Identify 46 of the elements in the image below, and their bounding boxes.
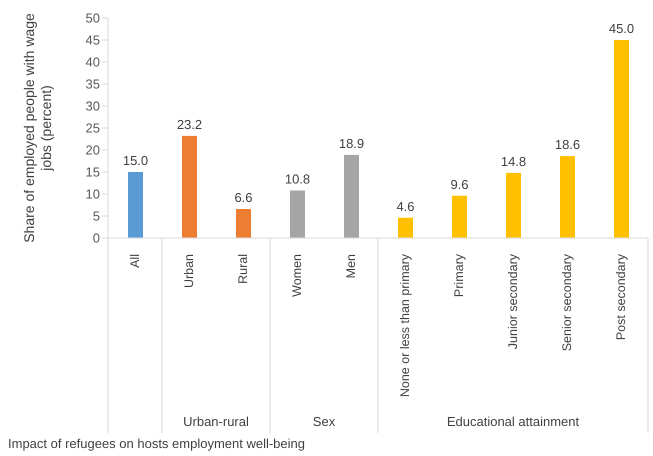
data-label: 6.6 [234, 190, 253, 205]
y-tick-label: 5 [92, 208, 100, 224]
data-label: 4.6 [396, 198, 415, 214]
y-tick-label: 45 [86, 32, 100, 48]
y-tick-label: 40 [86, 54, 100, 70]
text: Urban-rural [183, 414, 249, 429]
x-tick-label: Senior secondary [560, 253, 574, 352]
y-tick-label: 50 [86, 10, 100, 26]
y-axis-title: Share of employed people with wage jobs (percent) [21, 12, 54, 243]
y-tick-label: 0 [92, 230, 100, 246]
y-tick-label: 35 [86, 76, 100, 92]
data-label: 18.9 [338, 136, 364, 151]
bar [560, 156, 575, 238]
x-tick-label: All [128, 254, 142, 268]
x-tick-label: Men [344, 254, 358, 278]
bar [506, 172, 521, 238]
y-tick-label: 20 [86, 142, 100, 158]
text: Educational attainment [446, 414, 580, 429]
data-label: 9.6 [450, 176, 469, 192]
bar [452, 196, 467, 238]
y-tick-label: 15 [86, 164, 100, 180]
data-label: 10.8 [284, 171, 310, 186]
text: Sex [312, 414, 336, 429]
x-tick-label: Rural [236, 254, 250, 284]
data-label: 14.8 [500, 154, 526, 169]
x-tick-label: Post secondary [614, 253, 628, 340]
x-tick-label: Women [290, 254, 304, 297]
bar [398, 218, 413, 238]
bar [236, 208, 251, 238]
x-tick-label: Urban [182, 254, 196, 288]
y-tick-label: 10 [86, 186, 100, 202]
y-tick-label: 30 [86, 98, 100, 114]
bar [614, 40, 629, 238]
data-label: 45.0 [608, 21, 634, 36]
data-label: 15.0 [122, 153, 148, 168]
text: Impact of refugees on hosts employment well-being [8, 436, 305, 451]
x-tick-label: None or less than primary [398, 253, 412, 398]
bar [128, 172, 143, 238]
bar [344, 154, 359, 238]
data-label: 23.2 [176, 116, 202, 132]
bar [290, 190, 305, 238]
x-tick-label: Junior secondary [506, 253, 520, 350]
bar [182, 136, 197, 238]
y-tick-label: 25 [86, 120, 100, 136]
x-tick-label: Primary [452, 253, 466, 298]
data-label: 18.6 [554, 137, 580, 152]
